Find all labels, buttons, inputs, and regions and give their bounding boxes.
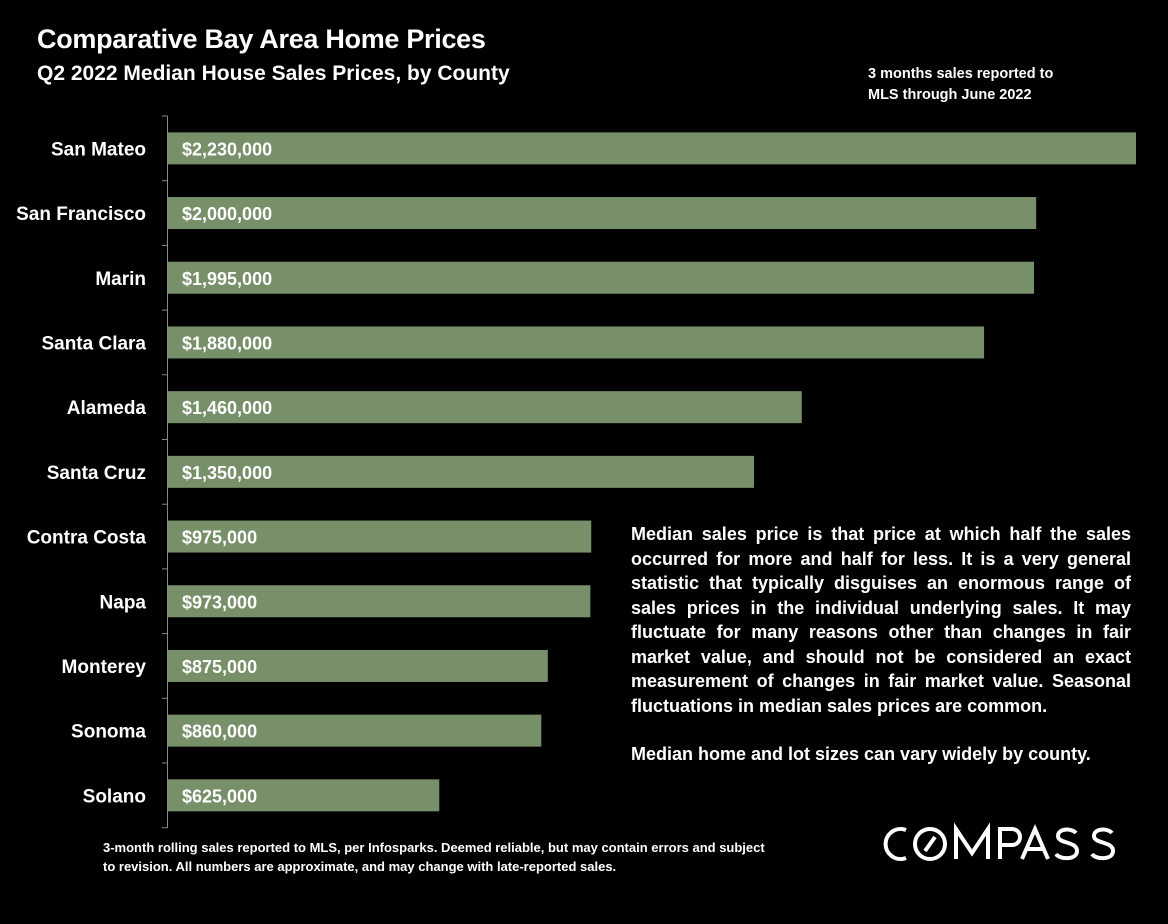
bar-sonoma bbox=[168, 714, 542, 747]
bar-solano bbox=[168, 779, 440, 812]
data-label: $973,000 bbox=[182, 592, 257, 612]
category-label: Contra Costa bbox=[27, 528, 147, 549]
description-paragraph-1: Median sales price is that price at whic… bbox=[631, 524, 1131, 716]
description-text: Median sales price is that price at whic… bbox=[631, 522, 1131, 791]
bar-san-mateo bbox=[168, 132, 1136, 165]
description-paragraph-2: Median home and lot sizes can vary widel… bbox=[631, 744, 1091, 764]
data-label: $625,000 bbox=[182, 786, 257, 806]
category-label: Sonoma bbox=[71, 722, 146, 743]
category-label: San Francisco bbox=[16, 204, 146, 225]
category-label: Marin bbox=[95, 269, 146, 290]
note-line-1: 3 months sales reported to bbox=[868, 66, 1054, 82]
data-label: $2,230,000 bbox=[182, 139, 272, 159]
compass-logo bbox=[883, 822, 1116, 861]
bar-santa-clara bbox=[168, 326, 985, 359]
category-label: Santa Clara bbox=[41, 333, 146, 354]
category-label: Solano bbox=[83, 786, 146, 807]
data-label: $2,000,000 bbox=[182, 204, 272, 224]
bar-napa bbox=[168, 585, 591, 618]
chart-subtitle: Q2 2022 Median House Sales Prices, by Co… bbox=[37, 62, 510, 85]
bar-contra-costa bbox=[168, 520, 592, 553]
data-label: $875,000 bbox=[182, 657, 257, 677]
category-label: Santa Cruz bbox=[47, 463, 146, 484]
data-label: $1,350,000 bbox=[182, 463, 272, 483]
category-label: Alameda bbox=[67, 398, 147, 419]
bar-alameda bbox=[168, 391, 802, 424]
data-label: $1,995,000 bbox=[182, 269, 272, 289]
data-label: $860,000 bbox=[182, 722, 257, 742]
category-label: Monterey bbox=[62, 657, 147, 678]
footer-line-1: 3-month rolling sales reported to MLS, p… bbox=[103, 840, 765, 855]
data-label: $1,460,000 bbox=[182, 398, 272, 418]
bar-santa-cruz bbox=[168, 455, 755, 488]
data-label: $975,000 bbox=[182, 528, 257, 548]
category-label: Napa bbox=[100, 592, 147, 613]
category-label: San Mateo bbox=[51, 139, 146, 160]
bar-marin bbox=[168, 261, 1034, 294]
footer-line-2: to revision. All numbers are approximate… bbox=[103, 859, 617, 874]
footer-disclaimer: 3-month rolling sales reported to MLS, p… bbox=[103, 838, 765, 876]
chart-title: Comparative Bay Area Home Prices bbox=[37, 24, 486, 54]
bar-san-francisco bbox=[168, 197, 1037, 230]
bar-monterey bbox=[168, 649, 548, 682]
data-label: $1,880,000 bbox=[182, 333, 272, 353]
data-source-note: 3 months sales reported to MLS through J… bbox=[868, 64, 1053, 106]
note-line-2: MLS through June 2022 bbox=[868, 87, 1032, 103]
